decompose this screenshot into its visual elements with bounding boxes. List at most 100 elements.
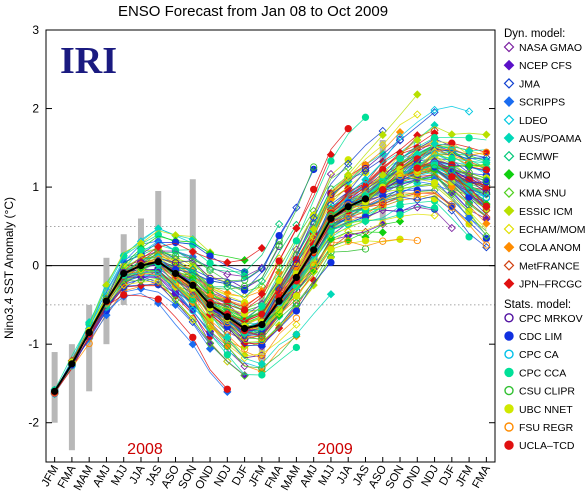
forecast-marker [482,219,491,228]
forecast-marker [396,169,404,178]
forecast-marker [258,302,266,310]
forecast-marker [292,203,301,212]
forecast-marker [378,140,387,150]
forecast-marker [154,242,163,252]
forecast-marker [206,266,214,274]
forecast-marker [395,136,405,145]
forecast-marker [120,291,128,299]
forecast-marker [257,359,267,369]
forecast-line [399,173,487,230]
forecast-marker [171,300,180,309]
forecast-marker [344,237,352,245]
legend-marker-circle [504,404,514,414]
forecast-marker [413,236,421,245]
x-tick-label: MAM [279,464,303,492]
forecast-line [157,258,297,357]
y-tick-label: 2 [32,102,39,116]
forecast-marker [396,184,404,192]
forecast-marker [292,314,301,322]
forecast-marker [292,343,301,352]
legend-label: CSU CLIPR [519,386,575,398]
forecast-marker [344,213,352,222]
forecast-marker [378,219,387,228]
forecast-marker [482,193,491,201]
legend-marker-diamond [503,59,515,71]
forecast-marker [344,173,353,182]
y-tick-label: 3 [32,23,39,37]
observed-point [240,324,249,333]
forecast-marker [327,258,335,267]
forecast-marker [482,130,491,139]
observed-point [137,262,145,270]
x-tick-label: MAM [72,464,96,492]
forecast-marker [327,245,335,254]
y-tick-label: 0 [32,259,39,273]
forecast-marker [344,125,352,133]
legend-marker-circle [504,349,514,359]
year-label: 2008 [127,441,163,458]
forecast-marker [137,246,145,254]
legend-marker-circle [504,440,514,450]
legend-label: SCRIPPS [519,97,565,109]
x-tick-label: MJJ [317,464,338,488]
legend-label: COLA ANOM [519,242,581,254]
forecast-marker [413,164,421,172]
observed-range-bar [86,304,93,392]
forecast-line [278,114,418,300]
observed-point [310,246,318,254]
x-tick-label: OND [401,464,424,492]
y-tick-label: 1 [32,180,39,194]
forecast-marker [188,247,197,256]
forecast-line [278,238,418,299]
forecast-marker [326,290,336,299]
forecast-marker [136,276,146,285]
forecast-marker [361,237,370,245]
forecast-marker [223,279,232,289]
observed-point [171,269,180,278]
observed-point [102,297,111,305]
forecast-marker [292,237,301,245]
legend-marker-diamond [503,205,515,217]
observed-point [189,281,197,289]
forecast-marker [171,295,180,305]
forecast-line [434,164,487,168]
forecast-marker [223,357,232,366]
forecast-marker [223,288,232,298]
forecast-marker [292,245,301,254]
forecast-marker [361,217,370,225]
forecast-marker [223,258,232,267]
forecast-marker [223,278,232,287]
forecast-marker [154,295,162,303]
legend-label: ECHAM/MOM [519,224,585,236]
legend-heading-statistical: Stats. model: [504,299,571,311]
legend-marker-circle [504,313,514,323]
legend-marker-circle [504,385,514,396]
forecast-line [451,176,487,207]
legend-label: UCLA–TCD [519,440,575,452]
forecast-line [175,166,315,290]
forecast-line [434,166,487,215]
forecast-line [158,224,297,299]
legend-marker-diamond [503,96,515,107]
forecast-marker [482,148,491,156]
forecast-marker [171,282,180,291]
forecast-marker [447,130,456,139]
legend-marker-diamond [503,223,515,235]
legend-label: LDEO [519,115,548,127]
forecast-marker [413,110,422,119]
forecast-marker [292,299,301,307]
forecast-marker [447,223,456,233]
forecast-marker [464,213,474,222]
forecast-marker [482,206,491,215]
forecast-marker [361,245,370,253]
forecast-marker [430,105,439,115]
observed-point [68,360,76,368]
forecast-marker [344,159,353,168]
forecast-marker [189,333,197,342]
forecast-marker [205,344,215,353]
forecast-line [348,195,487,248]
forecast-line [313,206,453,253]
forecast-marker [292,320,301,329]
forecast-marker [240,353,249,363]
legend-marker-circle [504,422,514,432]
